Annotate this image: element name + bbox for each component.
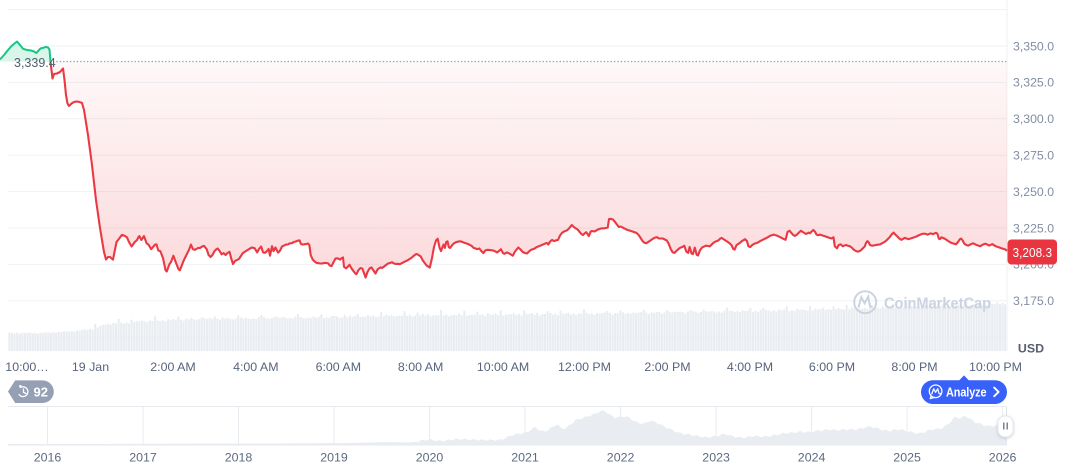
svg-text:2017: 2017 (129, 451, 157, 465)
svg-text:3,225.0: 3,225.0 (1013, 221, 1054, 235)
svg-text:2018: 2018 (225, 451, 253, 465)
svg-text:92: 92 (34, 384, 48, 399)
svg-text:10:00 PM: 10:00 PM (969, 360, 1022, 374)
svg-text:2026: 2026 (989, 451, 1017, 465)
svg-text:2025: 2025 (893, 451, 921, 465)
svg-text:4:00 PM: 4:00 PM (727, 360, 773, 374)
svg-text:2024: 2024 (798, 451, 826, 465)
svg-text:10:00 AM: 10:00 AM (477, 360, 529, 374)
svg-text:2021: 2021 (511, 451, 539, 465)
svg-text:3,325.0: 3,325.0 (1013, 76, 1054, 90)
svg-text:3,339.4: 3,339.4 (14, 56, 56, 70)
svg-text:3,208.3: 3,208.3 (1013, 245, 1053, 260)
svg-text:USD: USD (1018, 342, 1044, 356)
svg-text:10:00…: 10:00… (5, 360, 48, 374)
svg-text:3,300.0: 3,300.0 (1013, 112, 1054, 126)
svg-text:3,350.0: 3,350.0 (1013, 39, 1054, 53)
svg-text:12:00 PM: 12:00 PM (558, 360, 611, 374)
svg-text:3,250.0: 3,250.0 (1013, 185, 1054, 199)
svg-text:2016: 2016 (34, 451, 62, 465)
svg-text:3,175.0: 3,175.0 (1013, 294, 1054, 308)
svg-text:3,275.0: 3,275.0 (1013, 149, 1054, 163)
svg-text:CoinMarketCap: CoinMarketCap (884, 296, 991, 313)
svg-text:2020: 2020 (416, 451, 444, 465)
svg-text:2:00 AM: 2:00 AM (150, 360, 195, 374)
svg-text:2019: 2019 (320, 451, 348, 465)
svg-text:8:00 AM: 8:00 AM (398, 360, 443, 374)
svg-text:2022: 2022 (607, 451, 635, 465)
svg-text:6:00 AM: 6:00 AM (316, 360, 361, 374)
svg-text:Analyze: Analyze (946, 385, 987, 399)
svg-text:8:00 PM: 8:00 PM (891, 360, 937, 374)
svg-text:19 Jan: 19 Jan (72, 360, 109, 374)
svg-text:4:00 AM: 4:00 AM (233, 360, 278, 374)
svg-text:2:00 PM: 2:00 PM (644, 360, 690, 374)
svg-text:6:00 PM: 6:00 PM (809, 360, 855, 374)
svg-text:2023: 2023 (702, 451, 730, 465)
